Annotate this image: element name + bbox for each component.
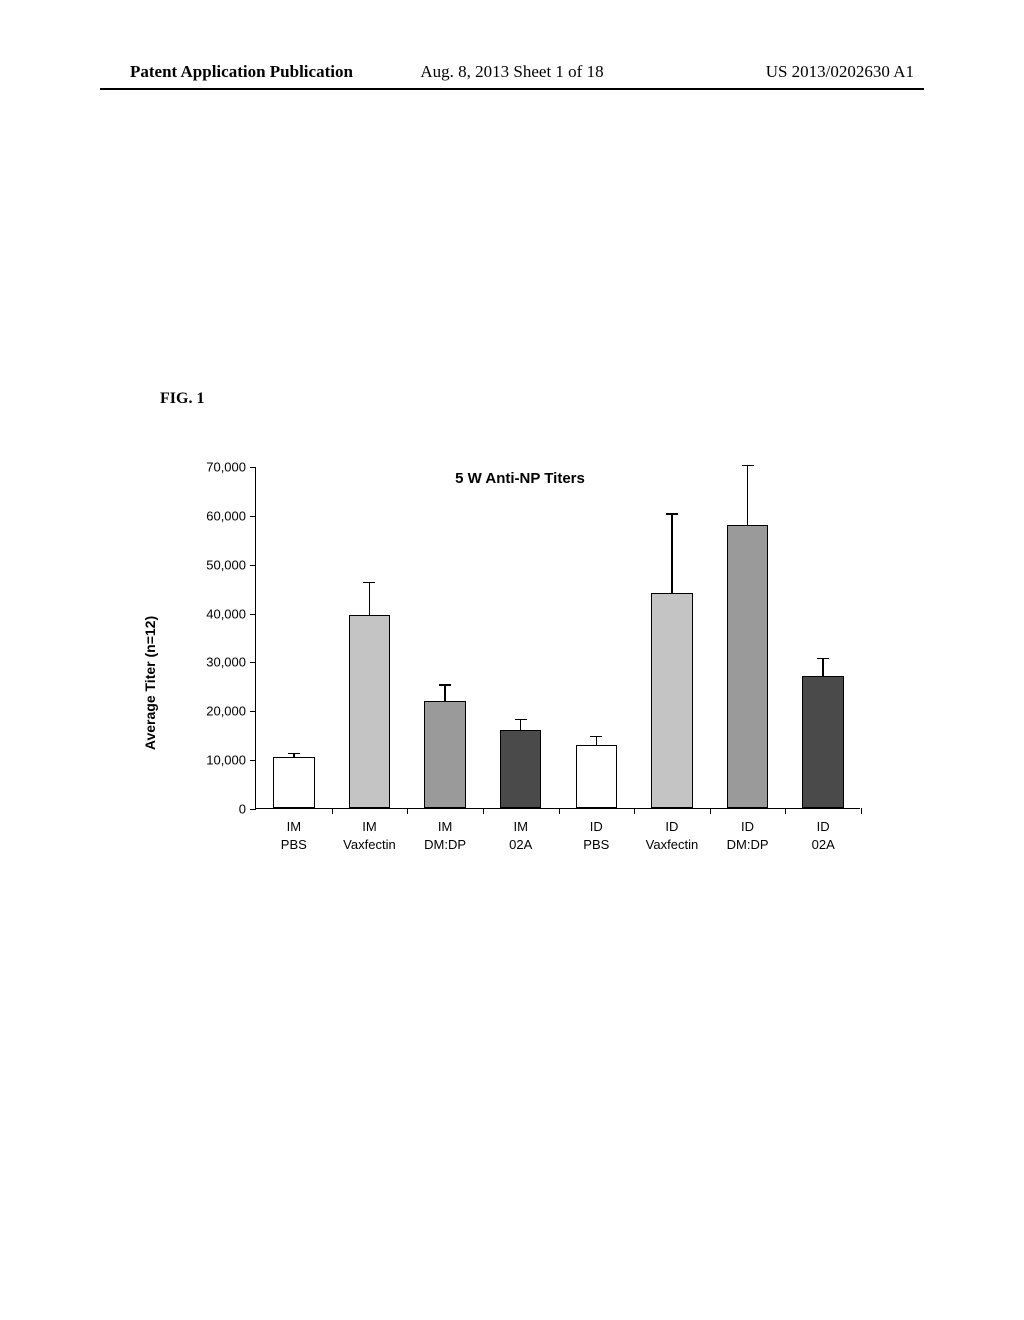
y-tick-label: 10,000 [206, 753, 246, 768]
header-right: US 2013/0202630 A1 [766, 62, 914, 82]
error-bar [747, 465, 749, 526]
plot-area: 010,00020,00030,00040,00050,00060,00070,… [255, 467, 860, 809]
error-bar-cap [666, 513, 678, 515]
error-bar-cap [363, 582, 375, 584]
error-bar [444, 684, 446, 701]
y-tick [250, 711, 256, 712]
y-tick-label: 0 [239, 802, 246, 817]
y-tick [250, 565, 256, 566]
bar [576, 745, 618, 809]
x-label: IDPBS [583, 818, 609, 854]
bar [651, 593, 693, 808]
error-bar-cap [590, 736, 602, 738]
x-tick [559, 808, 560, 814]
bar [349, 615, 391, 808]
y-tick [250, 467, 256, 468]
x-tick [483, 808, 484, 814]
y-tick [250, 516, 256, 517]
y-axis-label: Average Titer (n=12) [142, 616, 158, 750]
x-label: IMDM:DP [424, 818, 466, 854]
y-tick-label: 70,000 [206, 460, 246, 475]
x-tick [634, 808, 635, 814]
bar [424, 701, 466, 808]
error-bar [369, 582, 371, 616]
error-bar [822, 658, 824, 678]
y-tick [250, 809, 256, 810]
y-tick-label: 30,000 [206, 655, 246, 670]
header-rule [100, 88, 924, 90]
x-label: IMVaxfectin [343, 818, 396, 854]
error-bar-cap [742, 465, 754, 467]
y-tick-label: 20,000 [206, 704, 246, 719]
y-tick [250, 662, 256, 663]
x-tick [407, 808, 408, 814]
x-tick [332, 808, 333, 814]
x-label: IDDM:DP [727, 818, 769, 854]
bar-chart: 5 W Anti-NP Titers Average Titer (n=12) … [160, 460, 880, 890]
x-label: ID02A [812, 818, 835, 854]
bar [727, 525, 769, 808]
x-tick [785, 808, 786, 814]
y-tick-label: 50,000 [206, 557, 246, 572]
header-center: Aug. 8, 2013 Sheet 1 of 18 [420, 62, 603, 82]
bar [802, 676, 844, 808]
error-bar-cap [288, 753, 300, 755]
figure-label: FIG. 1 [160, 390, 204, 408]
y-tick-label: 40,000 [206, 606, 246, 621]
x-tick [861, 808, 862, 814]
error-bar-cap [515, 719, 527, 721]
y-tick [250, 614, 256, 615]
y-tick [250, 760, 256, 761]
error-bar [671, 513, 673, 594]
error-bar [520, 719, 522, 731]
error-bar-cap [817, 658, 829, 660]
x-label: IM02A [509, 818, 532, 854]
bar [500, 730, 542, 808]
x-label: IMPBS [281, 818, 307, 854]
bar [273, 757, 315, 808]
x-label: IDVaxfectin [646, 818, 699, 854]
x-tick [710, 808, 711, 814]
y-tick-label: 60,000 [206, 508, 246, 523]
header-left: Patent Application Publication [130, 62, 353, 82]
error-bar-cap [439, 684, 451, 686]
